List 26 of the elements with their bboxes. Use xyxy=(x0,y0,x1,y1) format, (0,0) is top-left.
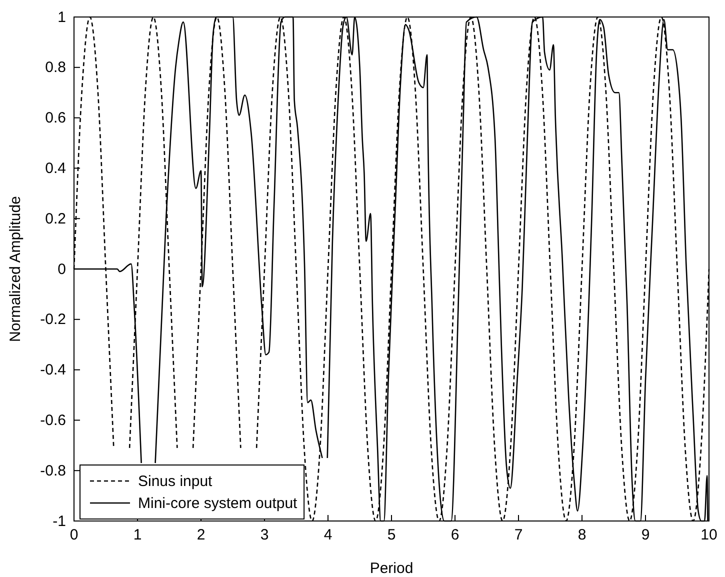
y-tick-label: -0.4 xyxy=(40,362,66,379)
x-tick-label: 8 xyxy=(578,526,586,544)
x-axis-title: Period xyxy=(370,560,414,577)
y-tick-label: 0.4 xyxy=(45,160,66,177)
y-tick-label: -0.8 xyxy=(40,462,66,480)
y-tick-label: -1 xyxy=(52,512,66,530)
x-tick-label: 6 xyxy=(450,526,460,544)
x-tick-label: 9 xyxy=(641,526,650,544)
legend-label: Sinus input xyxy=(138,473,214,490)
y-tick-label: 0.2 xyxy=(45,210,66,228)
y-tick-label: 0.6 xyxy=(45,110,66,127)
x-tick-label: 3 xyxy=(260,526,269,544)
x-tick-label: 7 xyxy=(514,526,523,544)
x-tick-label: 1 xyxy=(133,526,142,544)
x-tick-label: 5 xyxy=(387,526,396,544)
y-tick-label: 1 xyxy=(58,8,66,26)
legend-label: Mini-core system output xyxy=(138,495,298,512)
x-tick-label: 4 xyxy=(324,526,332,544)
x-tick-label: 2 xyxy=(196,526,206,544)
y-tick-label: -0.2 xyxy=(40,311,66,328)
y-tick-label: 0 xyxy=(58,260,66,278)
x-tick-label: 0 xyxy=(70,526,78,544)
y-tick-label: 0.8 xyxy=(45,59,66,76)
x-tick-label: 10 xyxy=(700,526,718,544)
y-axis-title: Normalized Amplitude xyxy=(7,196,24,342)
y-tick-label: -0.6 xyxy=(40,412,66,429)
